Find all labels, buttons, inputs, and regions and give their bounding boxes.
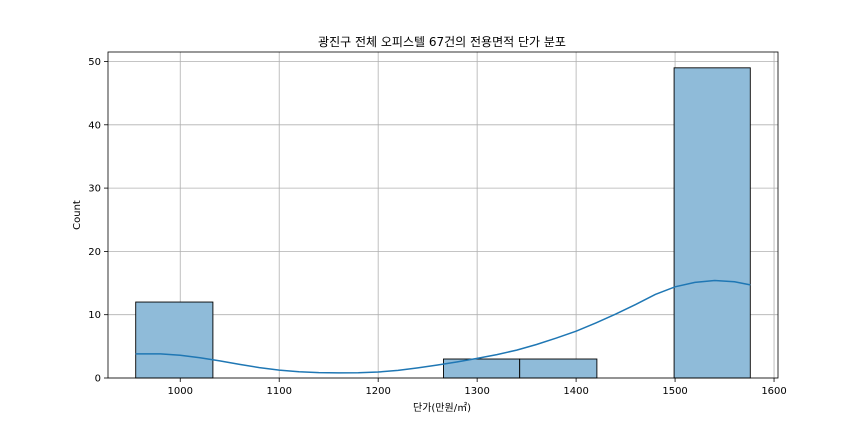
y-tick-label: 20	[88, 247, 101, 258]
x-tick-label: 1000	[168, 386, 193, 397]
y-tick-label: 10	[88, 310, 101, 321]
x-axis-label: 단가(만원/㎡)	[413, 402, 471, 414]
y-tick-label: 50	[88, 57, 101, 68]
x-tick-label: 1100	[266, 386, 291, 397]
y-tick-label: 30	[88, 184, 101, 195]
histogram-bar	[673, 67, 751, 379]
x-tick-label: 1500	[662, 386, 687, 397]
x-tick-label: 1300	[464, 386, 489, 397]
y-tick-label: 0	[95, 374, 101, 385]
y-axis-label: Count	[72, 200, 83, 230]
y-tick-label: 40	[88, 120, 101, 131]
plot-frame	[107, 51, 779, 379]
kde-curve-group	[135, 279, 751, 374]
x-tick-label: 1400	[563, 386, 588, 397]
chart-title: 광진구 전체 오피스텔 67건의 전용면적 단가 분포	[318, 35, 566, 49]
histogram-bar	[519, 358, 598, 379]
histogram-bars	[135, 67, 751, 379]
y-axis-ticks: 0 10 20 30 40 50	[88, 57, 108, 385]
kde-curve	[135, 279, 751, 374]
histogram-bar	[135, 301, 214, 379]
x-axis-ticks: 1000 1100 1200 1300 1400 1500 1600	[168, 378, 787, 397]
x-tick-label: 1200	[365, 386, 390, 397]
x-tick-label: 1600	[761, 386, 786, 397]
